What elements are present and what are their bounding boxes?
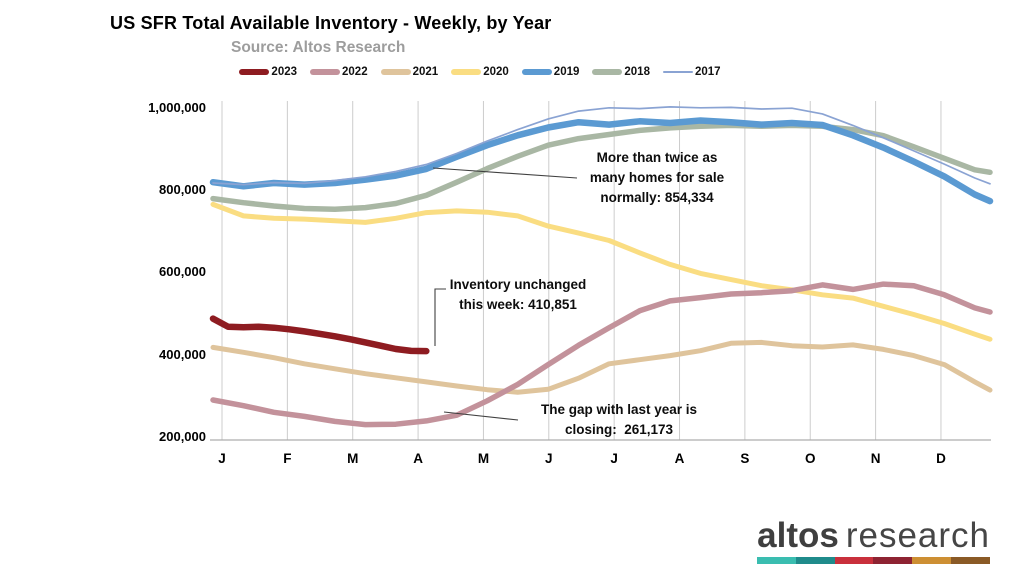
logo-bar-segment-1 bbox=[757, 557, 796, 564]
legend-swatch-2020 bbox=[451, 69, 482, 75]
x-tick-month-4: A bbox=[413, 451, 423, 466]
legend-swatch-2019 bbox=[521, 69, 552, 75]
x-tick-month-3: M bbox=[347, 451, 359, 466]
x-tick-month-10: O bbox=[804, 451, 816, 466]
legend-label-2022: 2022 bbox=[342, 66, 368, 78]
legend-item-2023: 2023 bbox=[239, 66, 297, 78]
chart-source: Source: Altos Research bbox=[231, 39, 406, 56]
y-tick-200000: 200,000 bbox=[159, 428, 206, 444]
legend-label-2020: 2020 bbox=[483, 66, 509, 78]
series-2020-line bbox=[210, 201, 993, 342]
legend-item-2019: 2019 bbox=[521, 66, 580, 78]
series-2022-line bbox=[210, 281, 993, 428]
logo-word-altos: altos bbox=[757, 516, 839, 555]
legend-label-2021: 2021 bbox=[412, 66, 439, 78]
x-tick-month-12: D bbox=[936, 451, 946, 466]
legend-label-2019: 2019 bbox=[553, 66, 580, 78]
x-tick-month-6: J bbox=[545, 451, 553, 466]
legend-swatch-2023 bbox=[239, 69, 270, 75]
legend-swatch-2018 bbox=[592, 69, 623, 75]
leader-line-gap-closing bbox=[443, 411, 519, 421]
logo-bar-segment-2 bbox=[795, 557, 835, 564]
y-tick-800000: 800,000 bbox=[159, 182, 206, 198]
legend-label-2023: 2023 bbox=[271, 66, 298, 78]
y-tick-1000000: 1,000,000 bbox=[148, 100, 206, 115]
legend-item-2020: 2020 bbox=[451, 66, 509, 78]
x-tick-month-8: A bbox=[674, 451, 685, 466]
x-tick-month-5: M bbox=[477, 451, 490, 466]
annotation-twice-normal: More than twice as many homes for sale n… bbox=[589, 150, 725, 205]
series-2017-line bbox=[212, 106, 991, 186]
logo-bar-segment-6 bbox=[951, 557, 990, 564]
x-tick-month-9: S bbox=[740, 451, 750, 466]
altos-research-logo: altos research bbox=[750, 518, 990, 564]
x-tick-month-2: F bbox=[283, 451, 292, 466]
legend-swatch-2017 bbox=[662, 71, 693, 73]
logo-bar-segment-4 bbox=[873, 557, 913, 564]
series-2023-line bbox=[209, 315, 430, 355]
legend-label-2018: 2018 bbox=[624, 66, 650, 78]
legend-swatch-2021 bbox=[380, 69, 411, 75]
leader-line-unchanged bbox=[434, 288, 446, 346]
x-tick-month-7: J bbox=[610, 451, 618, 466]
logo-bar-segment-5 bbox=[912, 557, 952, 564]
series-2019-line bbox=[209, 117, 994, 205]
leader-line-twice-normal bbox=[432, 167, 578, 179]
x-tick-month-11: N bbox=[870, 451, 881, 466]
annotation-gap-closing: The gap with last year is closing: 261,1… bbox=[540, 402, 698, 437]
legend-label-2017: 2017 bbox=[694, 66, 721, 78]
x-tick-month-1: J bbox=[218, 451, 226, 466]
chart-title: US SFR Total Available Inventory - Weekl… bbox=[110, 13, 552, 33]
legend-item-2022: 2022 bbox=[310, 66, 368, 78]
logo-wordmark: altos research bbox=[750, 518, 990, 554]
y-tick-600000: 600,000 bbox=[159, 264, 206, 280]
logo-word-research: research bbox=[845, 516, 990, 555]
legend-item-2017: 2017 bbox=[662, 66, 721, 78]
logo-bar-segment-3 bbox=[834, 557, 874, 564]
y-tick-400000: 400,000 bbox=[159, 346, 206, 362]
legend-swatch-2022 bbox=[310, 69, 341, 75]
legend: 2023 2022 2021 2020 2019 2018 2017 bbox=[180, 64, 780, 80]
legend-item-2021: 2021 bbox=[380, 66, 439, 78]
series-2021-line bbox=[210, 339, 993, 395]
legend-item-2018: 2018 bbox=[592, 66, 650, 78]
annotation-inventory-unchanged: Inventory unchanged this week: 410,851 bbox=[449, 277, 587, 312]
logo-color-bar bbox=[757, 557, 990, 564]
